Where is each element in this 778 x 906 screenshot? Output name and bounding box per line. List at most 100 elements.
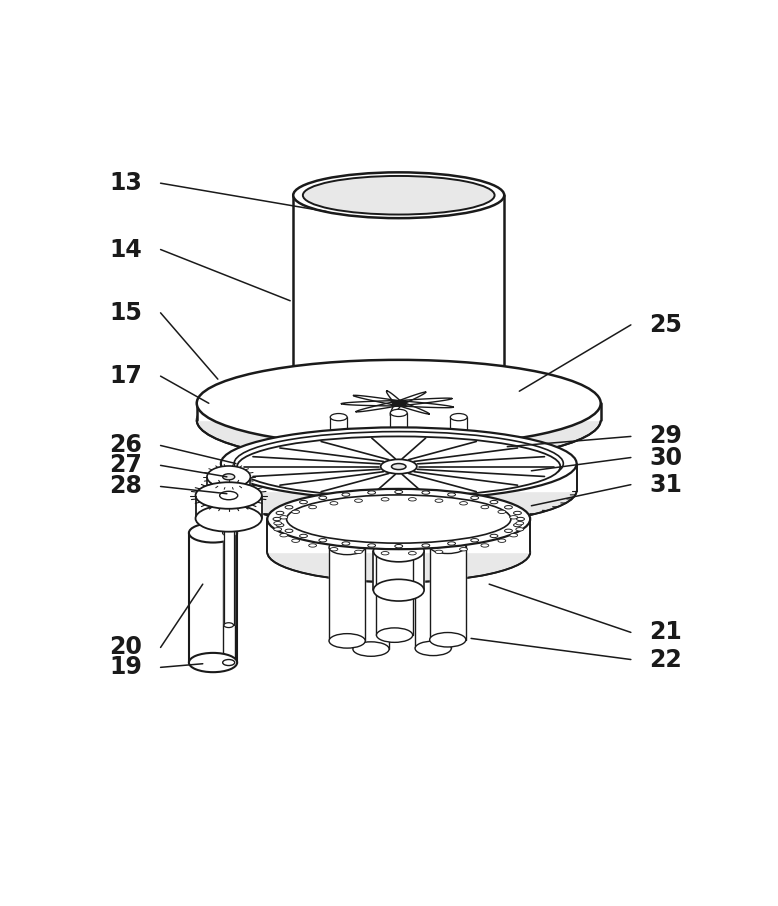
Ellipse shape — [471, 368, 487, 373]
Polygon shape — [223, 533, 235, 662]
Ellipse shape — [276, 524, 284, 526]
Ellipse shape — [353, 641, 389, 656]
Polygon shape — [329, 547, 365, 641]
Ellipse shape — [355, 550, 363, 554]
Ellipse shape — [342, 542, 350, 545]
Text: 15: 15 — [110, 301, 142, 325]
Ellipse shape — [274, 522, 282, 525]
Polygon shape — [415, 554, 451, 649]
Ellipse shape — [481, 506, 489, 509]
Polygon shape — [440, 380, 456, 486]
Ellipse shape — [415, 547, 451, 562]
Text: 31: 31 — [649, 473, 682, 496]
Ellipse shape — [505, 506, 513, 509]
Polygon shape — [353, 555, 389, 649]
Ellipse shape — [329, 540, 365, 554]
Polygon shape — [268, 519, 530, 552]
Ellipse shape — [408, 497, 416, 501]
Polygon shape — [471, 371, 487, 476]
Ellipse shape — [391, 484, 407, 490]
Polygon shape — [207, 477, 251, 491]
Ellipse shape — [342, 377, 357, 383]
Ellipse shape — [293, 353, 504, 399]
Ellipse shape — [280, 516, 288, 519]
Ellipse shape — [276, 511, 284, 515]
Ellipse shape — [450, 413, 468, 420]
Ellipse shape — [513, 524, 521, 526]
Ellipse shape — [207, 480, 251, 502]
Ellipse shape — [460, 547, 468, 551]
Ellipse shape — [342, 483, 357, 488]
Polygon shape — [342, 366, 357, 472]
Ellipse shape — [471, 473, 487, 479]
Ellipse shape — [300, 535, 307, 537]
Text: 19: 19 — [110, 655, 142, 680]
Text: 13: 13 — [110, 171, 142, 195]
Ellipse shape — [268, 489, 530, 549]
Ellipse shape — [300, 500, 307, 504]
Ellipse shape — [447, 493, 455, 496]
Ellipse shape — [373, 540, 424, 562]
Ellipse shape — [285, 506, 293, 509]
Polygon shape — [195, 496, 262, 518]
Ellipse shape — [517, 517, 524, 521]
Ellipse shape — [207, 466, 251, 487]
Ellipse shape — [274, 527, 282, 531]
Ellipse shape — [391, 361, 407, 368]
Ellipse shape — [498, 510, 506, 514]
Ellipse shape — [223, 660, 235, 666]
Ellipse shape — [381, 497, 389, 501]
Ellipse shape — [513, 511, 521, 515]
Ellipse shape — [285, 529, 293, 533]
Ellipse shape — [460, 502, 468, 505]
Ellipse shape — [195, 506, 262, 532]
Ellipse shape — [377, 535, 412, 549]
Ellipse shape — [309, 506, 317, 509]
Polygon shape — [189, 533, 237, 662]
Ellipse shape — [516, 527, 524, 531]
Ellipse shape — [510, 534, 517, 537]
Polygon shape — [373, 551, 424, 590]
Ellipse shape — [223, 530, 235, 536]
Polygon shape — [221, 464, 576, 491]
Ellipse shape — [391, 410, 407, 417]
Ellipse shape — [368, 544, 376, 547]
Ellipse shape — [342, 363, 357, 370]
Ellipse shape — [516, 522, 524, 525]
Ellipse shape — [310, 478, 326, 484]
Ellipse shape — [310, 368, 326, 373]
Ellipse shape — [435, 550, 443, 554]
Ellipse shape — [189, 524, 237, 543]
Polygon shape — [429, 546, 466, 640]
Ellipse shape — [329, 633, 365, 648]
Text: 29: 29 — [649, 424, 682, 448]
Polygon shape — [330, 417, 347, 475]
Ellipse shape — [391, 467, 407, 474]
Text: 21: 21 — [649, 621, 682, 644]
Ellipse shape — [368, 491, 376, 495]
Polygon shape — [197, 403, 601, 420]
Polygon shape — [342, 380, 357, 486]
Ellipse shape — [471, 478, 487, 484]
Ellipse shape — [391, 379, 407, 384]
Ellipse shape — [373, 579, 424, 601]
Text: 14: 14 — [110, 237, 142, 262]
Ellipse shape — [440, 483, 456, 488]
Ellipse shape — [342, 493, 350, 496]
Ellipse shape — [195, 482, 262, 509]
Ellipse shape — [293, 172, 504, 218]
Polygon shape — [310, 371, 326, 476]
Polygon shape — [391, 413, 407, 470]
Polygon shape — [440, 366, 456, 472]
Ellipse shape — [391, 464, 406, 469]
Ellipse shape — [355, 499, 363, 502]
Ellipse shape — [429, 632, 466, 647]
Ellipse shape — [286, 495, 511, 544]
Ellipse shape — [224, 622, 233, 628]
Ellipse shape — [237, 437, 560, 496]
Ellipse shape — [471, 538, 478, 542]
Ellipse shape — [440, 468, 456, 475]
Ellipse shape — [490, 500, 498, 504]
Ellipse shape — [447, 542, 455, 545]
Text: 27: 27 — [110, 453, 142, 477]
